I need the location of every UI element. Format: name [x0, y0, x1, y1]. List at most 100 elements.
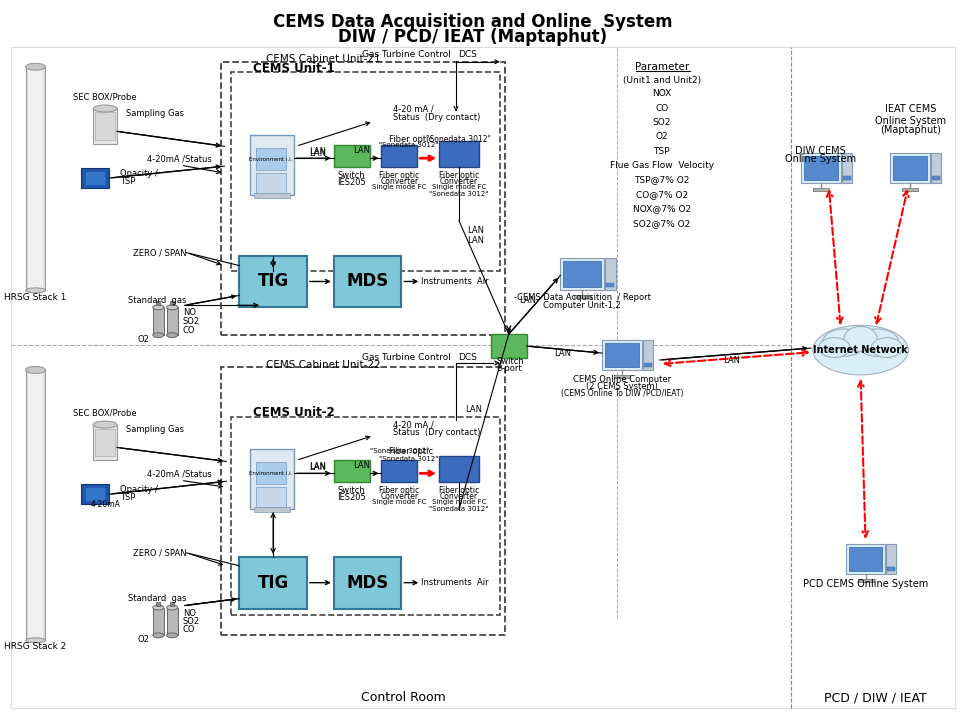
Text: Converter: Converter	[440, 176, 478, 186]
Text: LAN: LAN	[467, 236, 484, 246]
Text: Fiber optic: Fiber optic	[439, 171, 479, 179]
Text: Single mode FC: Single mode FC	[372, 184, 426, 190]
Text: Parameter: Parameter	[635, 62, 689, 72]
Bar	[643, 340, 653, 370]
Bar	[26, 370, 45, 640]
Bar	[239, 557, 307, 608]
Ellipse shape	[819, 338, 850, 358]
Bar	[857, 579, 874, 582]
Text: TIG: TIG	[257, 574, 289, 592]
Text: Computer Unit-1,2: Computer Unit-1,2	[543, 301, 621, 310]
Text: TSP: TSP	[654, 147, 670, 156]
Text: CO: CO	[182, 625, 195, 634]
Text: LAN: LAN	[467, 226, 484, 235]
Text: LAN: LAN	[309, 463, 325, 472]
Ellipse shape	[167, 605, 178, 610]
Text: NO: NO	[182, 307, 196, 317]
Bar	[574, 295, 591, 298]
Text: IES205: IES205	[337, 492, 366, 502]
Bar	[614, 375, 630, 378]
Text: Online System: Online System	[785, 154, 856, 164]
Text: Switch: Switch	[338, 486, 366, 495]
Bar	[564, 261, 601, 287]
Text: Standard  gas: Standard gas	[129, 594, 186, 603]
Text: -CEMS Data Acquisition  / Report: -CEMS Data Acquisition / Report	[514, 293, 651, 302]
Text: LAN: LAN	[309, 147, 326, 156]
Bar	[813, 188, 828, 191]
Text: CEMS Unit-1: CEMS Unit-1	[253, 62, 335, 75]
Text: Converter: Converter	[380, 492, 419, 500]
Text: Flue Gas Flow  Velocity: Flue Gas Flow Velocity	[610, 161, 714, 170]
Bar	[843, 176, 851, 180]
Text: ZERO / SPAN: ZERO / SPAN	[133, 549, 186, 557]
Bar	[606, 284, 614, 287]
Text: SO2: SO2	[653, 118, 671, 127]
Ellipse shape	[153, 605, 164, 610]
Text: CO: CO	[182, 325, 195, 335]
Text: "Sonedata 3012": "Sonedata 3012"	[429, 506, 489, 512]
Ellipse shape	[844, 326, 877, 351]
Text: 8-port: 8-port	[496, 364, 522, 374]
Text: Single mode FC: Single mode FC	[372, 499, 426, 505]
Bar	[85, 171, 105, 185]
Ellipse shape	[167, 305, 178, 310]
Text: DCS: DCS	[458, 353, 477, 361]
Bar	[891, 153, 930, 183]
Text: Opacity /: Opacity /	[120, 168, 157, 178]
Text: 4-20 mA /: 4-20 mA /	[394, 420, 434, 429]
Bar	[85, 487, 105, 501]
Text: 4-20mA /Status: 4-20mA /Status	[147, 470, 212, 479]
Text: "Sonedata 3012": "Sonedata 3012"	[378, 456, 438, 462]
Text: SO2@7% O2: SO2@7% O2	[634, 219, 690, 228]
Ellipse shape	[93, 421, 117, 428]
Text: O2: O2	[138, 635, 150, 644]
Bar	[605, 258, 616, 290]
Bar	[153, 307, 164, 335]
Text: Environment i.i.: Environment i.i.	[250, 157, 293, 162]
Ellipse shape	[872, 338, 902, 358]
Text: Instruments  Air: Instruments Air	[421, 277, 489, 286]
Text: CEMS Cabinet Unit-21: CEMS Cabinet Unit-21	[267, 54, 381, 64]
Text: CO@7% O2: CO@7% O2	[636, 190, 687, 199]
Bar	[381, 145, 418, 167]
Text: Environment i.i.: Environment i.i.	[250, 471, 293, 476]
Ellipse shape	[153, 333, 164, 338]
Bar	[334, 557, 401, 608]
Bar	[894, 156, 927, 180]
Text: O2: O2	[656, 132, 668, 141]
Ellipse shape	[153, 305, 164, 310]
Text: SO2: SO2	[182, 317, 200, 325]
Text: Status  (Dry contact): Status (Dry contact)	[394, 428, 481, 437]
Text: (Unit1 and Unit2): (Unit1 and Unit2)	[623, 76, 701, 85]
Text: Single mode FC: Single mode FC	[432, 499, 486, 505]
Text: Fiber optic: Fiber optic	[439, 486, 479, 495]
Bar	[439, 141, 479, 167]
Text: Opacity /: Opacity /	[120, 485, 157, 494]
Text: DCS: DCS	[458, 50, 477, 59]
Text: (CEMS Online To DIW /PCD/IEAT): (CEMS Online To DIW /PCD/IEAT)	[561, 390, 684, 398]
Text: Instruments  Air: Instruments Air	[421, 578, 489, 588]
Text: LAN: LAN	[353, 461, 370, 470]
Ellipse shape	[26, 366, 45, 374]
Ellipse shape	[26, 63, 45, 71]
Bar	[167, 307, 178, 335]
Bar	[256, 148, 286, 170]
Text: 4-20mA /Status: 4-20mA /Status	[147, 155, 212, 163]
Bar	[95, 112, 115, 140]
Text: LAN: LAN	[723, 356, 740, 364]
Bar	[251, 135, 294, 195]
Text: Sampling Gas: Sampling Gas	[126, 109, 183, 118]
Bar	[256, 462, 286, 485]
Bar	[156, 602, 159, 606]
Ellipse shape	[855, 329, 899, 356]
Text: MDS: MDS	[347, 272, 389, 290]
Bar	[28, 372, 43, 639]
Text: CEMS Cabinet Unit-22: CEMS Cabinet Unit-22	[267, 360, 381, 370]
Text: Fiber optic: Fiber optic	[389, 447, 433, 456]
Bar	[931, 153, 941, 183]
Bar	[82, 168, 109, 188]
Text: Standard  gas: Standard gas	[129, 296, 186, 305]
Text: LAN: LAN	[353, 145, 370, 155]
Text: NO: NO	[182, 609, 196, 618]
Bar	[231, 72, 500, 271]
